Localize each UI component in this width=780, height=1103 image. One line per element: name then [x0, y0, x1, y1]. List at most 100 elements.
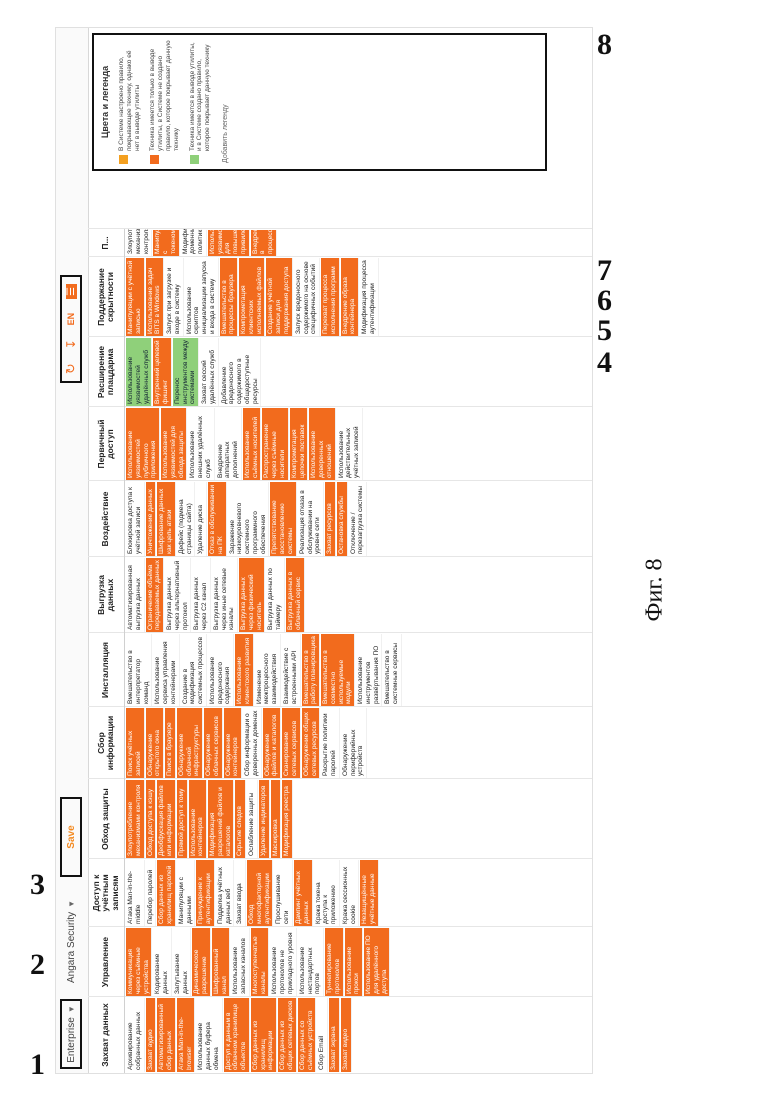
technique-cell[interactable]: Использование уязвимостей для обхода защ… [161, 408, 187, 480]
technique-cell[interactable]: Использование клиентского развития [235, 634, 254, 706]
technique-cell[interactable]: Захват аудио [146, 998, 157, 1072]
technique-cell[interactable]: Незащищённые учётные данные [360, 860, 379, 926]
technique-cell[interactable]: Использование вредоносного содержания [208, 634, 234, 706]
technique-cell[interactable]: Туннелирование протоколов [325, 928, 344, 996]
add-legend-link[interactable]: Добавить легенду [222, 41, 229, 163]
technique-cell[interactable]: Перебор паролей [146, 860, 157, 926]
column-header[interactable]: Первичный доступ [88, 407, 125, 481]
technique-cell[interactable]: Использование запасных каналов [231, 928, 250, 996]
refresh-icon[interactable]: ↻ [63, 363, 79, 374]
technique-cell[interactable]: Дампинг учётных данных [294, 860, 313, 926]
technique-cell[interactable]: Использование протоколов не прикладного … [270, 928, 296, 996]
technique-cell[interactable]: Манипуляции с данными [177, 860, 196, 926]
technique-cell[interactable]: Выгрузка данных через C2 канал [192, 558, 211, 632]
technique-cell[interactable]: Реализация отказа в обслуживании на уров… [298, 482, 324, 556]
technique-cell[interactable]: Дефейс (подмена страницы сайта) [177, 482, 196, 556]
technique-cell[interactable]: Запуск вредоносного содержимого на основ… [294, 258, 320, 336]
column-header[interactable]: Обход защиты [88, 779, 125, 859]
technique-cell[interactable]: Коммуникация через съёмные устройства [126, 928, 152, 996]
technique-cell[interactable]: Прямой доступ к тому [177, 780, 188, 858]
technique-cell[interactable]: Атака Man-in-the-middle [126, 860, 145, 926]
technique-cell[interactable]: Выгрузка данных через иные сетевые канал… [212, 558, 238, 632]
technique-cell[interactable]: Сбор данных со съёмных устройств [298, 998, 317, 1072]
technique-cell[interactable]: Автоматизированная выгрузка данных [126, 558, 145, 632]
technique-cell[interactable]: Захват ресурсов [325, 482, 336, 556]
technique-cell[interactable]: Многоступенчатые каналы [251, 928, 270, 996]
technique-cell[interactable]: Шифрование данных как цель атаки [157, 482, 176, 556]
technique-cell[interactable]: Создание в модификация системных процесс… [181, 634, 207, 706]
technique-cell[interactable]: Вмешательство в работу планировщика [302, 634, 321, 706]
technique-cell[interactable]: Сбор данных из хранилищ информации [251, 998, 277, 1072]
technique-cell[interactable]: Сканирование сетевых сервисов [282, 708, 301, 778]
technique-cell[interactable]: Сбор Email [317, 998, 328, 1072]
technique-cell[interactable]: Запуск при загрузке и входе в систему [165, 258, 184, 336]
technique-cell[interactable]: Использование прокси [345, 928, 364, 996]
technique-cell[interactable]: Использование съёмных носителей [243, 408, 262, 480]
technique-cell[interactable]: Использование ПО для удалённого доступа [364, 928, 390, 996]
technique-cell[interactable]: Захват сессий удалённых служб [200, 338, 219, 406]
product-selector[interactable]: Angara Security ▼ [60, 883, 82, 983]
technique-cell[interactable]: Атака Man-in-the-browser [177, 998, 196, 1072]
technique-cell[interactable]: Использование инструментов развёртывания… [356, 634, 382, 706]
technique-cell[interactable]: Использование уязвимостей удалённых служ… [126, 338, 152, 406]
technique-cell[interactable]: Кража токена доступа к приложению [314, 860, 340, 926]
technique-cell[interactable]: Выгрузка данных через физический носител… [239, 558, 265, 632]
technique-cell[interactable]: Захват экрана [329, 998, 340, 1072]
technique-cell[interactable]: Блокировка доступа к учётной записи [126, 482, 145, 556]
technique-cell[interactable]: Ослабление защиты [247, 780, 258, 858]
technique-cell[interactable]: Шифрованный канал [212, 928, 231, 996]
technique-cell[interactable]: Автоматизированный сбор данных [157, 998, 176, 1072]
technique-cell[interactable]: Выгрузка данных в облачный сервис [286, 558, 305, 632]
technique-cell[interactable]: Вмешательство в системные сервисы [383, 634, 402, 706]
technique-cell[interactable]: Архивирование собранных данных [126, 998, 145, 1072]
technique-cell[interactable]: Деобфускация файлов или информации [157, 780, 176, 858]
technique-cell[interactable]: Использование уязвимостей публичного при… [126, 408, 160, 480]
technique-cell[interactable]: Обход многофакторной аутентификации [247, 860, 273, 926]
technique-cell[interactable]: Использование задач BITS в Windows [146, 258, 165, 336]
technique-cell[interactable]: Использование доверенных отношений [309, 408, 335, 480]
save-button[interactable]: Save [60, 797, 82, 877]
technique-cell[interactable]: Внедрение аппаратных дополнений [216, 408, 242, 480]
technique-cell[interactable]: Принуждение к аутентификации [196, 860, 215, 926]
technique-cell[interactable]: Захват ввода [235, 860, 246, 926]
technique-cell[interactable]: Обнаружение облачных сервисов [204, 708, 223, 778]
technique-cell[interactable]: Компрометация цепочки поставок [290, 408, 309, 480]
technique-cell[interactable]: Динамическое разрешение [192, 928, 211, 996]
technique-cell[interactable]: Использование скриптов инициализации зап… [185, 258, 219, 336]
download-icon[interactable]: ↧ [64, 339, 78, 349]
technique-cell[interactable]: Отказ в обслуживании на ПК [208, 482, 227, 556]
technique-cell[interactable]: Подделка учётных данных веб [216, 860, 235, 926]
technique-cell[interactable]: Обнаружение открытого окна [146, 708, 165, 778]
technique-cell[interactable]: Прослушивание сети [274, 860, 293, 926]
technique-cell[interactable]: Поиск учётных записей [126, 708, 145, 778]
column-header[interactable]: Управление [88, 927, 125, 997]
technique-cell[interactable]: Использование внешних удалённых служб [188, 408, 214, 480]
technique-cell[interactable]: Поиск в браузере [165, 708, 176, 778]
column-header[interactable]: Захват данных [88, 997, 125, 1073]
column-header[interactable]: Доступ к учётным записям [88, 859, 125, 927]
technique-cell[interactable]: Использование нестандартных портов [298, 928, 324, 996]
technique-cell[interactable]: Внутренний целевой фишинг [153, 338, 172, 406]
column-header[interactable]: П... [88, 229, 125, 257]
technique-cell[interactable]: Перенос инструментов между системами [173, 338, 199, 406]
technique-cell[interactable]: Модификация разрешений файлов и каталого… [208, 780, 234, 858]
technique-cell[interactable]: Добавление вредоносного содержимого в об… [220, 338, 262, 406]
column-header[interactable]: Инсталляция [88, 633, 125, 707]
technique-cell[interactable]: Изменение межпроцессного взаимодействия [255, 634, 281, 706]
technique-cell[interactable]: Обход доступа к кэшу [146, 780, 157, 858]
technique-cell[interactable]: Обнаружение периферийных устройств [341, 708, 367, 778]
technique-cell[interactable]: Перехват процесса исполнения программ [321, 258, 340, 336]
technique-cell[interactable]: Ограничение объёма передаваемых данных [146, 558, 165, 632]
technique-cell[interactable]: Уничтожение данных [146, 482, 157, 556]
technique-cell[interactable]: Заражение низкоуровневого системного про… [228, 482, 270, 556]
technique-cell[interactable]: Манипуляции с учётной записью [126, 258, 145, 336]
technique-cell[interactable]: Манипуляции с токеном [153, 230, 179, 256]
technique-cell[interactable]: Обнаружение общих сетевых ресурсов [302, 708, 321, 778]
technique-cell[interactable]: Модификация реестра [282, 780, 293, 858]
technique-cell[interactable]: Модификация доменных политик [181, 230, 207, 256]
technique-cell[interactable]: Использование данных буфера обмена [196, 998, 222, 1072]
technique-cell[interactable]: Обнаружение облачной инфраструктуры [177, 708, 203, 778]
menu-icon[interactable]: ☰ [66, 284, 77, 299]
technique-cell[interactable]: Использование контейнеров [189, 780, 208, 858]
technique-cell[interactable]: Сбор данных из общих сетевых дисков [278, 998, 297, 1072]
